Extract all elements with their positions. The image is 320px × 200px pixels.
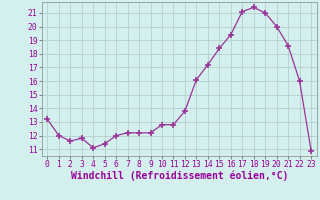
X-axis label: Windchill (Refroidissement éolien,°C): Windchill (Refroidissement éolien,°C)	[70, 171, 288, 181]
